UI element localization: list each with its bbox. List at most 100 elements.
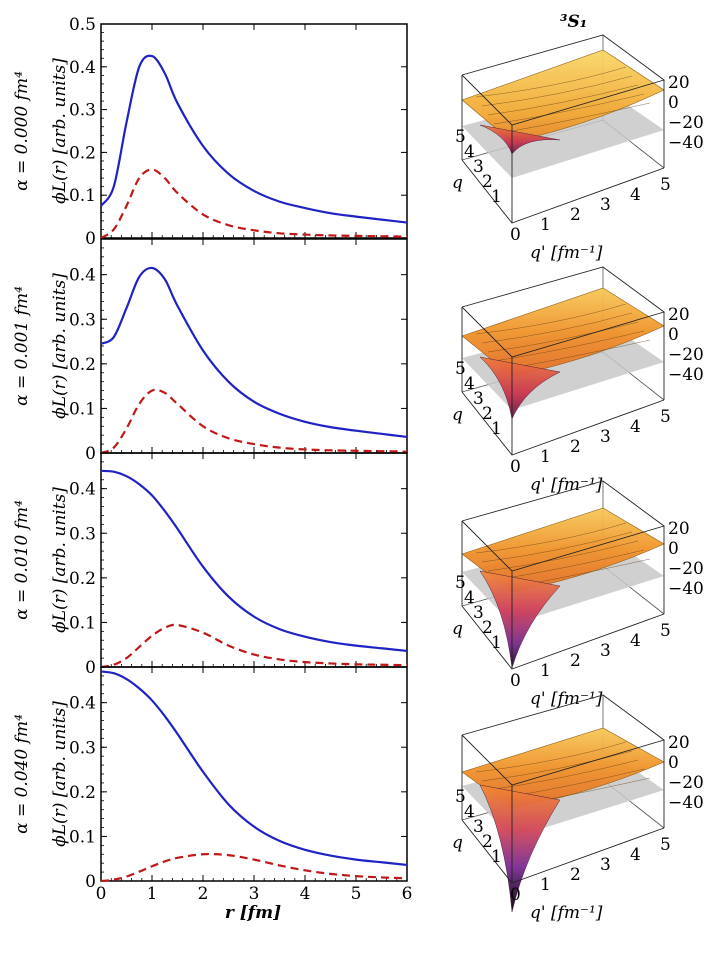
y-tick-label: 0.5 (69, 15, 96, 35)
qprime-axis-label: q' [fm⁻¹] (530, 689, 603, 709)
qprime-tick-label: 3 (600, 855, 611, 875)
y-tick-label: 0.4 (69, 266, 96, 286)
y-tick-label: 0.3 (69, 310, 96, 330)
q-tick-label: 1 (491, 187, 502, 207)
y-tick-label: 0.3 (69, 101, 96, 121)
qprime-tick-label: 2 (570, 205, 581, 225)
alpha-label: α = 0.010 fm⁴ (12, 500, 32, 620)
z-tick-label: −40 (668, 793, 704, 813)
q-axis-label: q (452, 173, 463, 193)
q-tick-label: 2 (482, 832, 493, 852)
qprime-tick-label: 5 (660, 621, 671, 641)
y-tick-label: 0.4 (69, 480, 96, 500)
q-tick-label: 5 (455, 787, 466, 807)
qprime-tick-label: 4 (630, 185, 641, 205)
q-tick-label: 3 (473, 157, 484, 177)
series-line-dashed (100, 623, 408, 669)
qprime-tick-label: 5 (660, 175, 671, 195)
qprime-tick-label: 1 (540, 447, 551, 467)
z-tick-label: 20 (668, 305, 690, 325)
x-tick-label: 5 (351, 884, 362, 904)
y-tick-label: 0.2 (69, 783, 96, 803)
z-tick-label: 20 (668, 733, 690, 753)
z-tick-label: −20 (668, 113, 704, 133)
z-tick-label: −40 (668, 579, 704, 599)
panel-2: 0 0.1 0.2 0.3 0.4ϕL(r) [arb. units] α = 0.010… (12, 452, 408, 678)
series-line-solid (100, 266, 408, 439)
y-axis-label: ϕL(r) [arb. units] (50, 273, 70, 419)
y-tick-label: 0.4 (69, 694, 96, 714)
q-tick-label: 4 (464, 374, 475, 394)
q-axis-label: q (452, 619, 463, 639)
contour-line (481, 75, 633, 107)
qprime-tick-label: 3 (600, 195, 611, 215)
z-tick-label: 0 (668, 539, 679, 559)
x-tick-label: 0 (96, 884, 107, 904)
panel-frame (100, 452, 408, 668)
panel-0: 0 0.1 0.2 0.3 0.4 0.5 ϕL(r) [arb. units] α = 0.… (12, 15, 408, 249)
z-tick-label: 0 (668, 753, 679, 773)
z-tick-label: 20 (668, 519, 690, 539)
contour-line (487, 84, 639, 116)
qprime-axis-label: q' [fm⁻¹] (530, 903, 603, 923)
qprime-tick-label: 4 (630, 631, 641, 651)
qprime-tick-label: 0 (510, 671, 521, 691)
series-line-solid (100, 670, 408, 867)
qprime-tick-label: 5 (660, 407, 671, 427)
contour-line (493, 93, 645, 125)
qprime-tick-label: 1 (540, 215, 551, 235)
x-tick-label: 1 (147, 884, 158, 904)
qprime-tick-label: 5 (660, 835, 671, 855)
q-tick-label: 5 (455, 127, 466, 147)
z-tick-label: −40 (668, 133, 704, 153)
contour-line (481, 750, 633, 782)
alpha-label: α = 0.040 fm⁴ (12, 714, 32, 834)
qprime-tick-label: 4 (630, 845, 641, 865)
q-tick-label: 1 (491, 419, 502, 439)
q-tick-label: 3 (473, 389, 484, 409)
x-tick-label: 6 (402, 884, 413, 904)
qprime-tick-label: 2 (570, 651, 581, 671)
panel-frame (100, 666, 408, 882)
series-line-dashed (100, 852, 408, 883)
qprime-tick-label: 3 (600, 641, 611, 661)
y-tick-label: 0.2 (69, 569, 96, 589)
y-tick-label: 0.1 (69, 613, 96, 633)
y-tick-label: 0.1 (69, 186, 96, 206)
contour-line (487, 540, 639, 572)
q-tick-label: 2 (482, 618, 493, 638)
q-tick-label: 3 (473, 817, 484, 837)
alpha-label: α = 0.000 fm⁴ (12, 71, 32, 191)
z-tick-label: 20 (668, 73, 690, 93)
qprime-tick-label: 3 (600, 427, 611, 447)
series-line-solid (100, 469, 408, 653)
y-tick-label: 0.2 (69, 355, 96, 375)
y-tick-label: 0 (85, 872, 96, 892)
series-line-dashed (100, 388, 408, 455)
qprime-tick-label: 1 (540, 661, 551, 681)
qprime-tick-label: 0 (510, 885, 521, 905)
z-tick-label: 0 (668, 93, 679, 113)
q-tick-label: 4 (464, 142, 475, 162)
contour-line (475, 303, 627, 335)
q-tick-label: 2 (482, 172, 493, 192)
q-tick-label: 1 (491, 847, 502, 867)
qprime-tick-label: 4 (630, 417, 641, 437)
contour-line (493, 330, 645, 362)
qprime-tick-label: 0 (510, 225, 521, 245)
channel-label: ³S₁ (560, 12, 587, 32)
contour-line (481, 312, 633, 344)
contour-line (475, 66, 627, 98)
x-tick-labels: 0 1 2 3 4 5 6 (96, 884, 413, 904)
contour-line (475, 741, 627, 773)
q-tick-label: 3 (473, 603, 484, 623)
q-tick-label: 4 (464, 588, 475, 608)
q-tick-label: 4 (464, 802, 475, 822)
alpha-label: α = 0.001 fm⁴ (12, 286, 32, 406)
y-tick-label: 0.3 (69, 524, 96, 544)
